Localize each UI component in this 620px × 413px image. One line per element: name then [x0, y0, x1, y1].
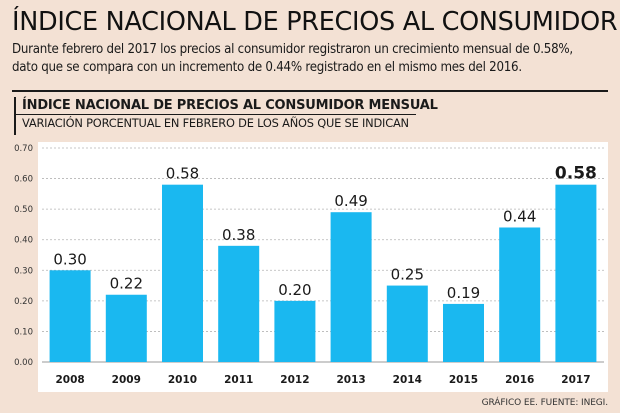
x-tick-label: 2009: [112, 374, 141, 386]
y-tick-label: 0.60: [14, 175, 33, 185]
y-tick-label: 0.10: [14, 327, 33, 337]
x-tick-label: 2014: [393, 374, 422, 386]
bar-value-label: 0.19: [447, 284, 480, 302]
page-title: ÍNDICE NACIONAL DE PRECIOS AL CONSUMIDOR: [12, 7, 618, 37]
page-subtitle: Durante febrero del 2017 los precios al …: [12, 41, 612, 77]
x-tick-label: 2013: [336, 374, 365, 386]
chart-heading: ÍNDICE NACIONAL DE PRECIOS AL CONSUMIDOR…: [14, 97, 438, 135]
x-tick-label: 2017: [561, 374, 590, 386]
bar: [330, 212, 372, 362]
subtitle-line-1: Durante febrero del 2017 los precios al …: [12, 42, 573, 57]
y-tick-label: 0.20: [14, 297, 33, 307]
chart-title: ÍNDICE NACIONAL DE PRECIOS AL CONSUMIDOR…: [22, 98, 438, 113]
bar-value-label: 0.49: [334, 192, 367, 210]
bar: [49, 270, 91, 362]
x-tick-label: 2015: [449, 374, 478, 386]
bar-value-label: 0.44: [503, 207, 536, 225]
x-tick-label: 2011: [224, 374, 253, 386]
bar: [274, 300, 316, 362]
x-tick-label: 2016: [505, 374, 534, 386]
x-tick-label: 2010: [168, 374, 197, 386]
bar: [105, 294, 147, 362]
y-tick-label: 0.30: [14, 266, 33, 276]
y-tick-label: 0.00: [14, 358, 33, 368]
y-tick-label: 0.70: [14, 144, 33, 154]
bar-value-label: 0.38: [222, 226, 255, 244]
subtitle-line-2: dato que se compara con un incremento de…: [12, 60, 522, 75]
bar-value-label: 0.22: [110, 275, 143, 293]
bar: [386, 285, 428, 362]
bar-value-label: 0.58: [166, 165, 199, 183]
bar: [499, 227, 541, 362]
bar: [555, 184, 597, 362]
y-tick-label: 0.50: [14, 205, 33, 215]
bar: [443, 303, 484, 362]
bar-value-label: 0.58: [555, 164, 597, 184]
bar-value-label: 0.25: [391, 266, 424, 284]
bar: [162, 184, 203, 362]
chart-subtitle: VARIACIÓN PORCENTUAL EN FEBRERO DE LOS A…: [22, 116, 409, 130]
bar: [218, 245, 260, 362]
x-tick-label: 2008: [55, 374, 84, 386]
x-tick-label: 2012: [280, 374, 309, 386]
source-note: GRÁFICO EE. FUENTE: INEGI.: [481, 398, 609, 408]
chart-title-underline: [14, 114, 416, 115]
y-tick-label: 0.40: [14, 236, 33, 246]
bar-value-label: 0.20: [278, 281, 311, 299]
bar-value-label: 0.30: [53, 250, 86, 268]
header-divider: [12, 90, 608, 92]
